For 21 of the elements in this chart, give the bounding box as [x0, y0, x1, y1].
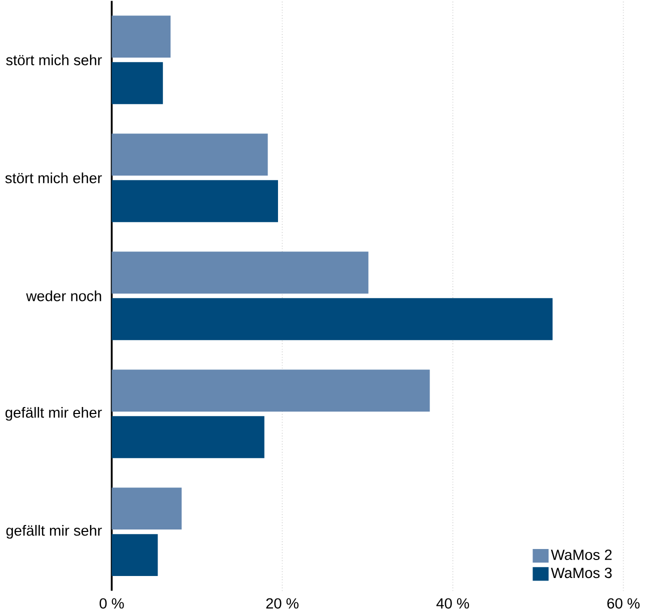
bar	[112, 370, 430, 412]
bar	[112, 252, 368, 294]
x-tick-label: 20 %	[266, 598, 298, 609]
x-tick-label: 60 %	[607, 598, 640, 609]
y-tick-label: gefällt mir eher	[6, 407, 102, 421]
y-tick-label: stört mich eher	[5, 172, 102, 184]
y-tick-label: gefällt mir sehr	[6, 525, 102, 539]
bar	[112, 62, 163, 104]
bar	[112, 534, 158, 576]
legend-label: WaMos 3	[550, 568, 612, 578]
bar	[112, 180, 278, 222]
bar	[112, 416, 264, 458]
bar	[112, 134, 268, 176]
bar	[112, 16, 171, 58]
y-tick-label: stört mich sehr	[6, 54, 102, 66]
x-tick-label: 40 %	[436, 598, 470, 609]
y-tick-label: weder noch	[26, 290, 102, 302]
x-tick-label: 0 %	[100, 598, 124, 609]
legend-label: WaMos 2	[550, 550, 612, 560]
bar	[112, 488, 182, 530]
bar	[112, 298, 553, 340]
